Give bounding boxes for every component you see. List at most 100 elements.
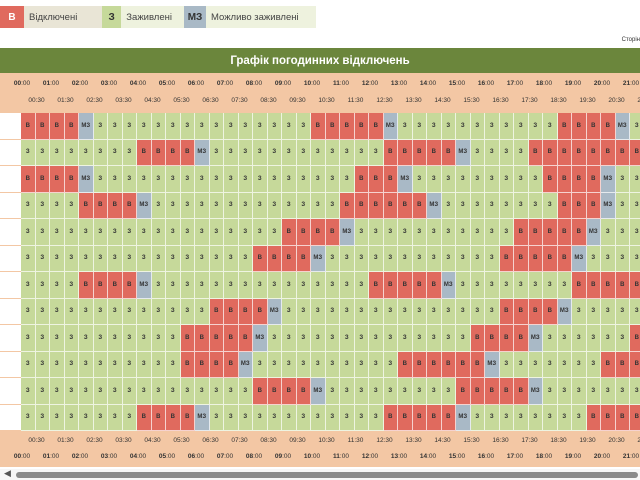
- schedule-cell: В: [35, 113, 50, 140]
- schedule-cell: В: [325, 113, 340, 140]
- schedule-cell: МЗ: [441, 272, 456, 299]
- schedule-cell: З: [630, 192, 640, 219]
- hour-label-bottom: 02:00: [71, 453, 89, 460]
- schedule-cell: З: [340, 166, 355, 193]
- schedule-cell: З: [383, 378, 398, 405]
- schedule-cell: З: [543, 113, 558, 140]
- schedule-cell: З: [35, 404, 50, 431]
- schedule-cell: В: [383, 139, 398, 166]
- row-label-cell: [0, 404, 21, 430]
- schedule-cell: В: [122, 272, 137, 299]
- schedule-cell: З: [267, 113, 282, 140]
- schedule-cell: З: [166, 166, 181, 193]
- row-label-cell: [0, 192, 21, 218]
- schedule-grid: 00:00 00:00 01:00 01:00 02:00 02:00 03:00 03:00…: [0, 73, 640, 467]
- schedule-cell: З: [311, 325, 326, 352]
- schedule-cell: З: [282, 113, 297, 140]
- schedule-cell: З: [282, 272, 297, 299]
- schedule-cell: В: [253, 378, 268, 405]
- half-hour-label-bottom: 21:30: [637, 437, 640, 444]
- schedule-cell: З: [282, 404, 297, 431]
- schedule-cell: З: [267, 139, 282, 166]
- hour-label-top: 01:00: [42, 80, 60, 87]
- schedule-cell: В: [514, 378, 529, 405]
- schedule-cell: З: [499, 272, 514, 299]
- hour-label-top: 04:00: [129, 80, 147, 87]
- schedule-cell: З: [296, 166, 311, 193]
- schedule-cell: В: [456, 378, 471, 405]
- schedule-cell: З: [180, 272, 195, 299]
- hour-label-bottom: 18:00: [535, 453, 553, 460]
- hour-label-bottom: 11:00: [333, 453, 349, 460]
- schedule-cell: З: [35, 298, 50, 325]
- schedule-cell: В: [601, 272, 616, 299]
- schedule-cell: В: [166, 404, 181, 431]
- legend-label: Можливо заживлені: [211, 11, 299, 23]
- hour-label-top: 15:00: [448, 80, 466, 87]
- schedule-cell: З: [456, 192, 471, 219]
- row-label-cell: [0, 378, 21, 404]
- half-hour-label-bottom: 03:30: [115, 437, 132, 444]
- horizontal-scrollbar[interactable]: ◀: [0, 468, 640, 480]
- schedule-cell: З: [108, 404, 123, 431]
- schedule-cell: З: [543, 351, 558, 378]
- half-hour-label-top: 12:30: [376, 97, 393, 104]
- schedule-cell: В: [267, 378, 282, 405]
- hour-label-bottom: 12:00: [361, 453, 379, 460]
- schedule-cell: З: [21, 192, 36, 219]
- schedule-cell: З: [369, 298, 384, 325]
- schedule-cell: МЗ: [615, 113, 630, 140]
- schedule-cell: З: [108, 245, 123, 272]
- hour-label-bottom: 09:00: [274, 453, 292, 460]
- schedule-cell: В: [398, 272, 413, 299]
- half-hour-label-bottom: 13:30: [405, 437, 422, 444]
- schedule-cell: З: [166, 219, 181, 246]
- scroll-left-arrow-icon[interactable]: ◀: [4, 468, 11, 478]
- schedule-cell: З: [64, 298, 79, 325]
- schedule-cell: З: [456, 166, 471, 193]
- hour-label-top: 06:00: [187, 80, 205, 87]
- schedule-cell: В: [209, 298, 224, 325]
- hour-label-bottom: 16:00: [477, 453, 495, 460]
- schedule-cell: З: [35, 192, 50, 219]
- schedule-cell: З: [441, 378, 456, 405]
- schedule-cell: В: [456, 351, 471, 378]
- schedule-cell: З: [282, 298, 297, 325]
- half-hour-label-top: 16:30: [492, 97, 509, 104]
- schedule-cell: В: [528, 219, 543, 246]
- schedule-cell: З: [93, 166, 108, 193]
- schedule-cell: В: [557, 139, 572, 166]
- half-hour-label-top: 19:30: [579, 97, 596, 104]
- schedule-cell: З: [630, 298, 640, 325]
- half-hour-label-bottom: 06:30: [202, 437, 219, 444]
- hour-label-top: 05:00: [158, 80, 176, 87]
- schedule-cell: З: [224, 245, 239, 272]
- schedule-cell: З: [296, 139, 311, 166]
- schedule-cell: З: [485, 139, 500, 166]
- half-hour-label-bottom: 04:30: [144, 437, 161, 444]
- schedule-cell: З: [209, 378, 224, 405]
- schedule-cell: З: [209, 166, 224, 193]
- schedule-cell: В: [586, 404, 601, 431]
- schedule-cell: З: [122, 351, 137, 378]
- schedule-cell: З: [166, 192, 181, 219]
- schedule-cell: В: [615, 351, 630, 378]
- schedule-cell: З: [427, 219, 442, 246]
- schedule-cell: З: [267, 325, 282, 352]
- schedule-cell: З: [441, 219, 456, 246]
- schedule-cell: З: [267, 192, 282, 219]
- schedule-cell: З: [485, 298, 500, 325]
- schedule-cell: В: [412, 351, 427, 378]
- schedule-cell: З: [93, 113, 108, 140]
- hour-label-top: 19:00: [564, 80, 582, 87]
- schedule-cell: В: [369, 113, 384, 140]
- schedule-cell: З: [21, 351, 36, 378]
- schedule-cell: В: [427, 351, 442, 378]
- scroll-thumb[interactable]: [16, 472, 638, 478]
- schedule-cell: З: [79, 139, 94, 166]
- schedule-cell: В: [499, 245, 514, 272]
- schedule-cell: З: [630, 378, 640, 405]
- schedule-cell: З: [528, 351, 543, 378]
- schedule-cell: З: [35, 245, 50, 272]
- schedule-cell: З: [470, 166, 485, 193]
